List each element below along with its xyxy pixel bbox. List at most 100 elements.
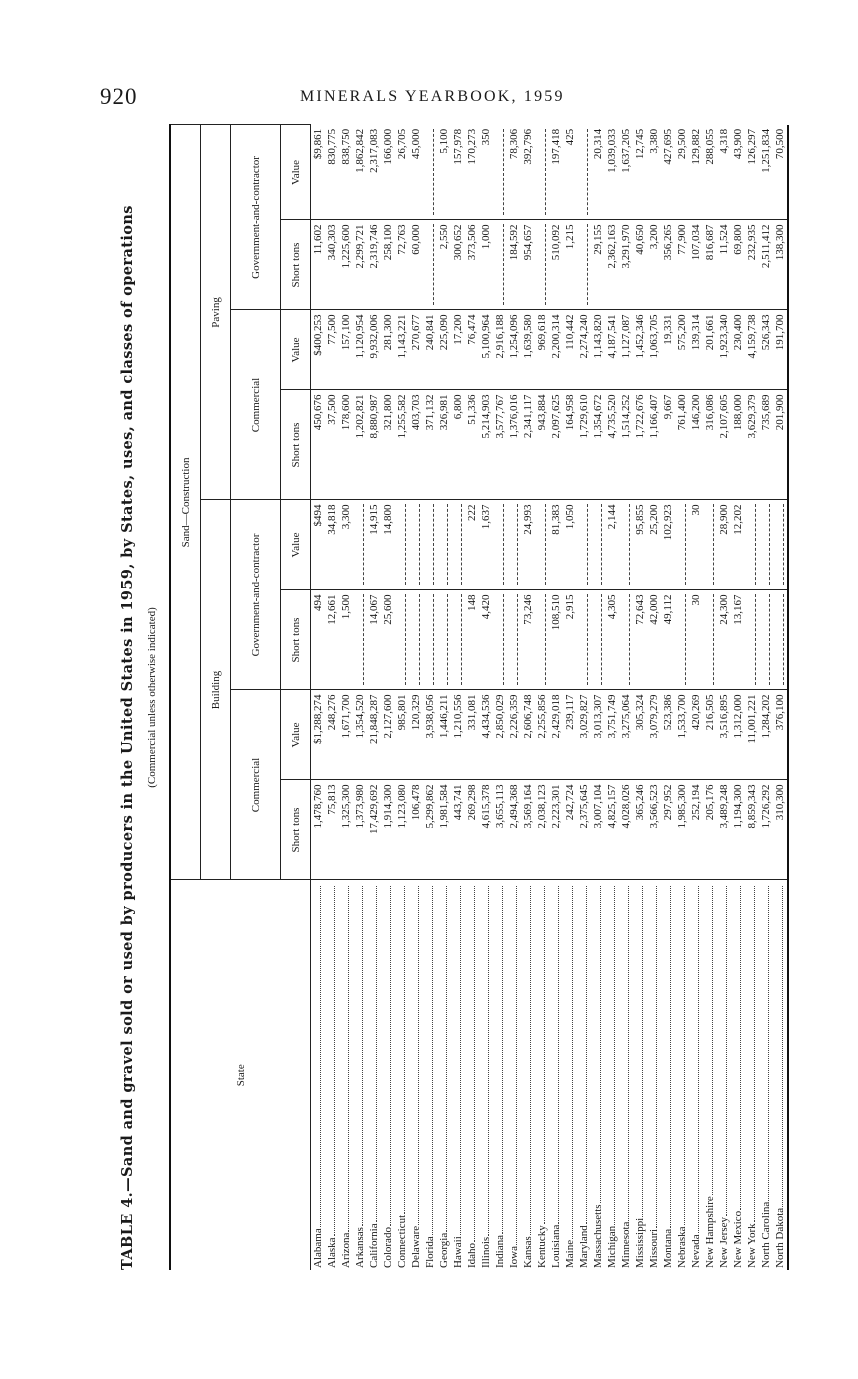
paving-government-value: 26,705: [395, 124, 409, 220]
header-value: Value: [280, 310, 311, 390]
dot-leader: [670, 886, 671, 1228]
paving-commercial-short-tons: 178,600: [339, 390, 353, 500]
header-value: Value: [280, 500, 311, 590]
dot-leader: [544, 886, 545, 1225]
dash-leader: [398, 504, 406, 586]
paving-government-short-tons: 69,800: [731, 220, 745, 310]
building-government-value: 25,200: [647, 500, 661, 590]
rotated-table-block: TABLE 4.—Sand and gravel sold or used by…: [115, 124, 790, 1270]
building-government-value-blank: [577, 500, 591, 590]
table-row: North Carolina 1,726,292 1,284,202 735,689 5…: [759, 124, 773, 1270]
state-name: Illinois: [480, 1236, 492, 1268]
paving-commercial-short-tons: 8,880,987: [367, 390, 381, 500]
state-cell: Montana: [661, 880, 675, 1270]
table-row: Louisiana 2,223,301 2,429,018 108,510 81,383…: [549, 124, 563, 1270]
building-government-value: 102,923: [661, 500, 675, 590]
dot-leader: [628, 886, 629, 1221]
paving-commercial-value: 281,300: [381, 310, 395, 390]
header-short-tons: Short tons: [280, 780, 311, 880]
dash-leader: [678, 594, 686, 686]
paving-government-short-tons: 2,362,163: [605, 220, 619, 310]
paving-government-value: 170,273: [465, 124, 479, 220]
header-paving-government: Government-and-contractor: [230, 124, 281, 310]
building-commercial-value: 3,938,056: [423, 690, 437, 780]
building-commercial-short-tons: 1,325,300: [339, 780, 353, 880]
dot-leader: [362, 886, 363, 1227]
paving-commercial-value: 77,500: [325, 310, 339, 390]
paving-commercial-short-tons: 1,166,407: [647, 390, 661, 500]
building-commercial-value: 305,324: [633, 690, 647, 780]
state-name: North Carolina: [760, 1201, 772, 1268]
building-commercial-value: 3,516,895: [717, 690, 731, 780]
building-government-value: 28,900: [717, 500, 731, 590]
building-government-short-tons-blank: [395, 590, 409, 690]
building-government-value-blank: [493, 500, 507, 590]
building-commercial-value: 239,117: [563, 690, 577, 780]
building-government-short-tons-blank: [591, 590, 605, 690]
building-government-value-blank: [675, 500, 689, 590]
building-government-value: 81,383: [549, 500, 563, 590]
dash-leader: [412, 594, 420, 686]
paving-commercial-value: 575,200: [675, 310, 689, 390]
paving-government-value: 4,318: [717, 124, 731, 220]
paving-government-value: 43,900: [731, 124, 745, 220]
table-row: Georgia 1,981,584 1,446,211 326,981 225,090 2…: [437, 124, 451, 1270]
paving-government-value: 830,775: [325, 124, 339, 220]
building-commercial-value: 248,276: [325, 690, 339, 780]
dash-leader: [440, 594, 448, 686]
building-commercial-short-tons: 106,478: [409, 780, 423, 880]
dash-leader: [454, 594, 462, 686]
table-row: Arkansas 1,373,980 1,354,520 1,202,821 1,120…: [353, 124, 367, 1270]
state-cell: Georgia: [437, 880, 451, 1270]
state-cell: Maine: [563, 880, 577, 1270]
building-government-short-tons-blank: [703, 590, 717, 690]
running-head: MINERALS YEARBOOK, 1959: [300, 88, 565, 105]
dash-leader: [412, 504, 420, 586]
dot-leader: [768, 886, 769, 1201]
building-government-value-blank: [535, 500, 549, 590]
building-government-value-blank: [451, 500, 465, 590]
building-commercial-value: 2,255,856: [535, 690, 549, 780]
paving-government-value-blank: [423, 124, 437, 220]
paving-commercial-short-tons: 371,132: [423, 390, 437, 500]
header-building-government: Government-and-contractor: [230, 500, 281, 690]
paving-commercial-value: 230,400: [731, 310, 745, 390]
building-government-short-tons: 13,167: [731, 590, 745, 690]
building-commercial-value: 3,013,307: [591, 690, 605, 780]
building-government-value-blank: [591, 500, 605, 590]
paving-commercial-value: 1,639,580: [521, 310, 535, 390]
building-commercial-short-tons: 1,914,300: [381, 780, 395, 880]
dot-leader: [516, 886, 517, 1245]
paving-government-value: 425: [563, 124, 577, 220]
table-row: Montana 297,952 523,386 49,112 102,923 9,667 1…: [661, 124, 675, 1270]
state-cell: Massachusetts: [591, 880, 605, 1270]
paving-government-value: 157,978: [451, 124, 465, 220]
building-government-value: 1,637: [479, 500, 493, 590]
table-row: Nevada 252,194 420,269 30 30 146,200 139,314 10…: [689, 124, 703, 1270]
building-commercial-value: 1,284,202: [759, 690, 773, 780]
building-government-short-tons-blank: [759, 590, 773, 690]
header-paving: Paving: [200, 124, 231, 500]
state-cell: Illinois: [479, 880, 493, 1270]
paving-government-short-tons: 1,225,600: [339, 220, 353, 310]
state-cell: Arizona: [339, 880, 353, 1270]
paving-government-value: 45,000: [409, 124, 423, 220]
state-cell: Florida: [423, 880, 437, 1270]
building-government-short-tons: 2,915: [563, 590, 577, 690]
paving-government-value: 1,251,834: [759, 124, 773, 220]
paving-government-value: 1,039,033: [605, 124, 619, 220]
state-cell: Colorado: [381, 880, 395, 1270]
paving-government-short-tons-blank: [423, 220, 437, 310]
dot-leader: [390, 886, 391, 1227]
building-government-short-tons: 25,600: [381, 590, 395, 690]
building-government-short-tons: 49,112: [661, 590, 675, 690]
paving-government-value: 126,297: [745, 124, 759, 220]
table-row: Florida 5,299,862 3,938,056 371,132 240,841: [423, 124, 437, 1270]
state-name: Nebraska: [676, 1226, 688, 1268]
state-name: Indiana: [494, 1235, 506, 1268]
building-government-value: $494: [310, 500, 325, 590]
dash-leader: [356, 504, 364, 586]
table-row: Connecticut 1,123,080 985,801 1,255,582 1,14…: [395, 124, 409, 1270]
paving-government-short-tons: 356,265: [661, 220, 675, 310]
paving-commercial-value: 17,200: [451, 310, 465, 390]
